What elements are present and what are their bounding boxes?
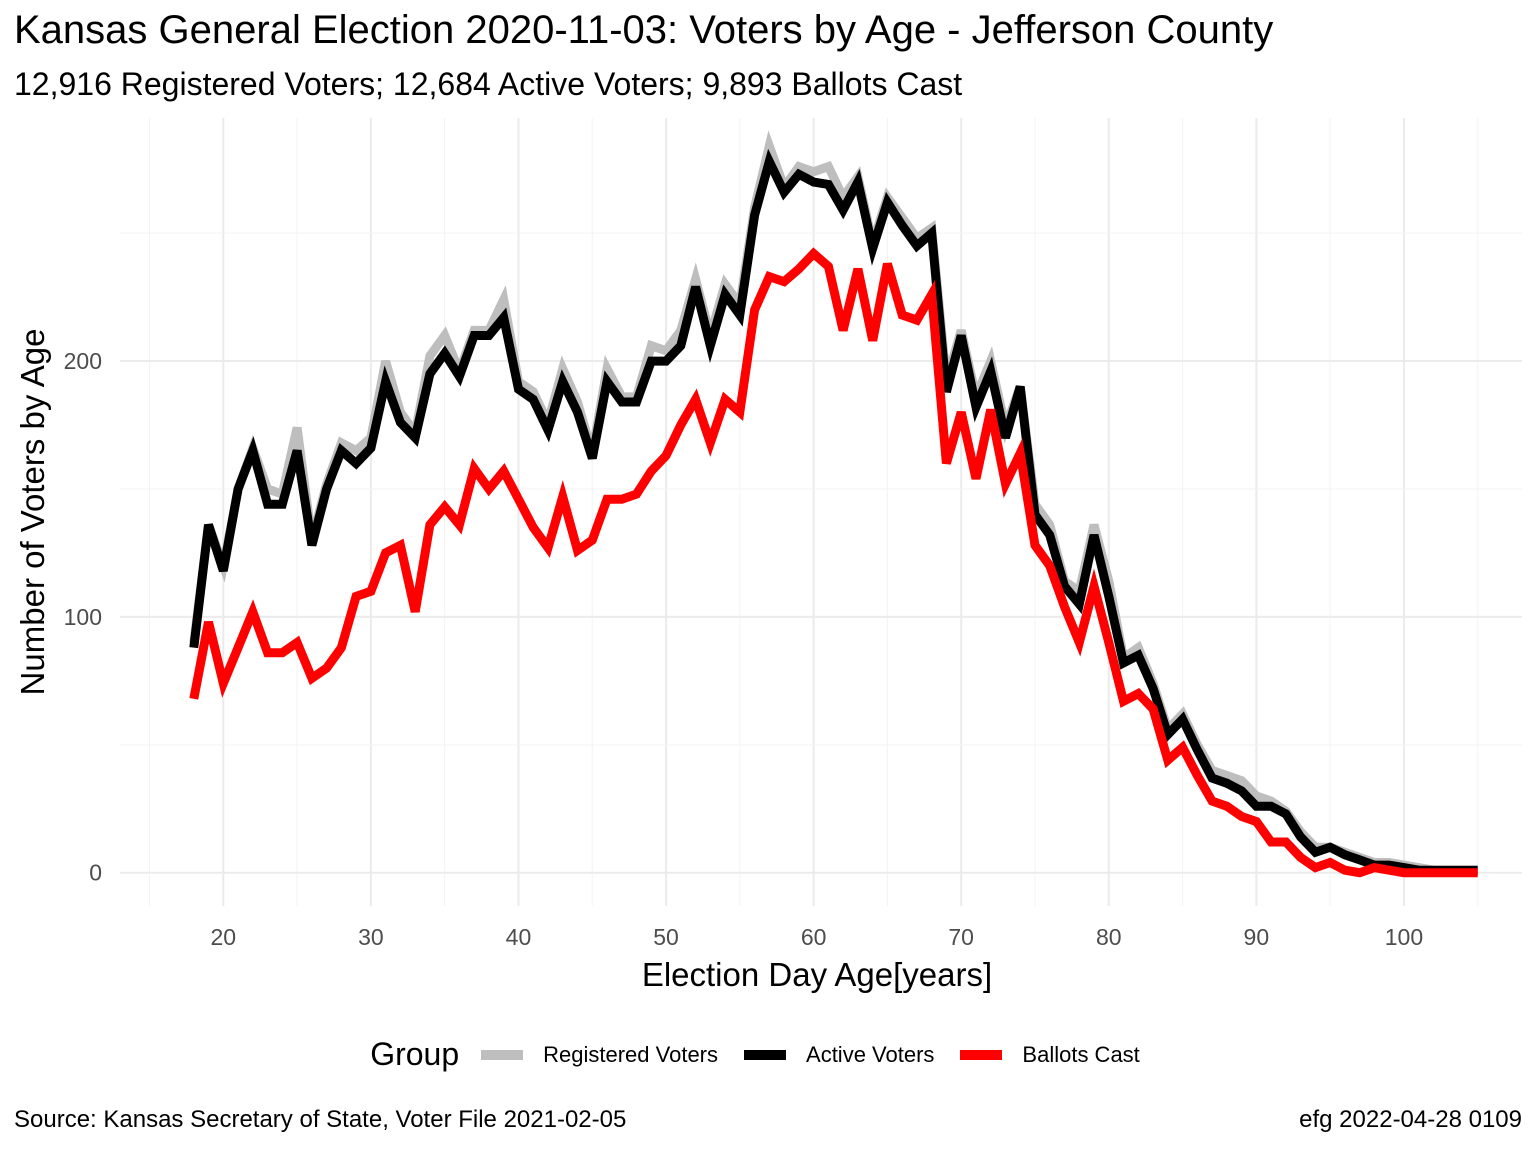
line-chart: 20 30 40 50 60 70 80 90 100 0 100 200 Election Day… [14, 118, 1522, 993]
legend-label-ballots: Ballots Cast [1022, 1041, 1140, 1067]
x-tick-label: 60 [801, 924, 827, 950]
legend-key-ballots [960, 1049, 1003, 1060]
x-tick-label: 20 [211, 924, 237, 950]
author-caption: efg 2022-04-28 0109 [1299, 1106, 1522, 1133]
legend-key-active [744, 1049, 787, 1060]
legend-item-ballots: Ballots Cast [960, 1041, 1140, 1068]
y-axis-ticks: 0 100 200 [64, 348, 102, 886]
x-axis-ticks: 20 30 40 50 60 70 80 90 100 [211, 924, 1424, 950]
y-tick-label: 200 [64, 348, 102, 374]
x-tick-label: 50 [653, 924, 679, 950]
gridlines [120, 118, 1522, 906]
x-axis-label: Election Day Age[years] [642, 956, 992, 993]
y-tick-label: 100 [64, 604, 102, 630]
series-line-registered-voters [189, 130, 1478, 875]
x-tick-label: 90 [1244, 924, 1270, 950]
series-line-ballots-cast [189, 247, 1478, 878]
legend: Group Registered Voters Active Voters Ba… [0, 1036, 1536, 1073]
series-line-active-voters [189, 148, 1478, 875]
y-axis-label: Number of Voters by Age [14, 329, 51, 696]
legend-item-active: Active Voters [744, 1042, 934, 1068]
x-tick-label: 100 [1385, 924, 1423, 950]
legend-label-active: Active Voters [806, 1041, 935, 1067]
x-tick-label: 80 [1096, 924, 1122, 950]
legend-title: Group [370, 1036, 460, 1072]
x-tick-label: 70 [948, 924, 974, 950]
x-tick-label: 30 [358, 924, 384, 950]
x-tick-label: 40 [506, 924, 532, 950]
legend-item-registered: Registered Voters [481, 1042, 718, 1068]
chart-title: Kansas General Election 2020-11-03: Vote… [14, 8, 1274, 52]
legend-label-registered: Registered Voters [543, 1041, 719, 1067]
y-tick-label: 0 [89, 860, 102, 886]
chart-subtitle: 12,916 Registered Voters; 12,684 Active … [14, 66, 963, 102]
source-caption: Source: Kansas Secretary of State, Voter… [14, 1106, 627, 1133]
legend-key-registered [481, 1049, 524, 1060]
series-lines [189, 130, 1478, 878]
